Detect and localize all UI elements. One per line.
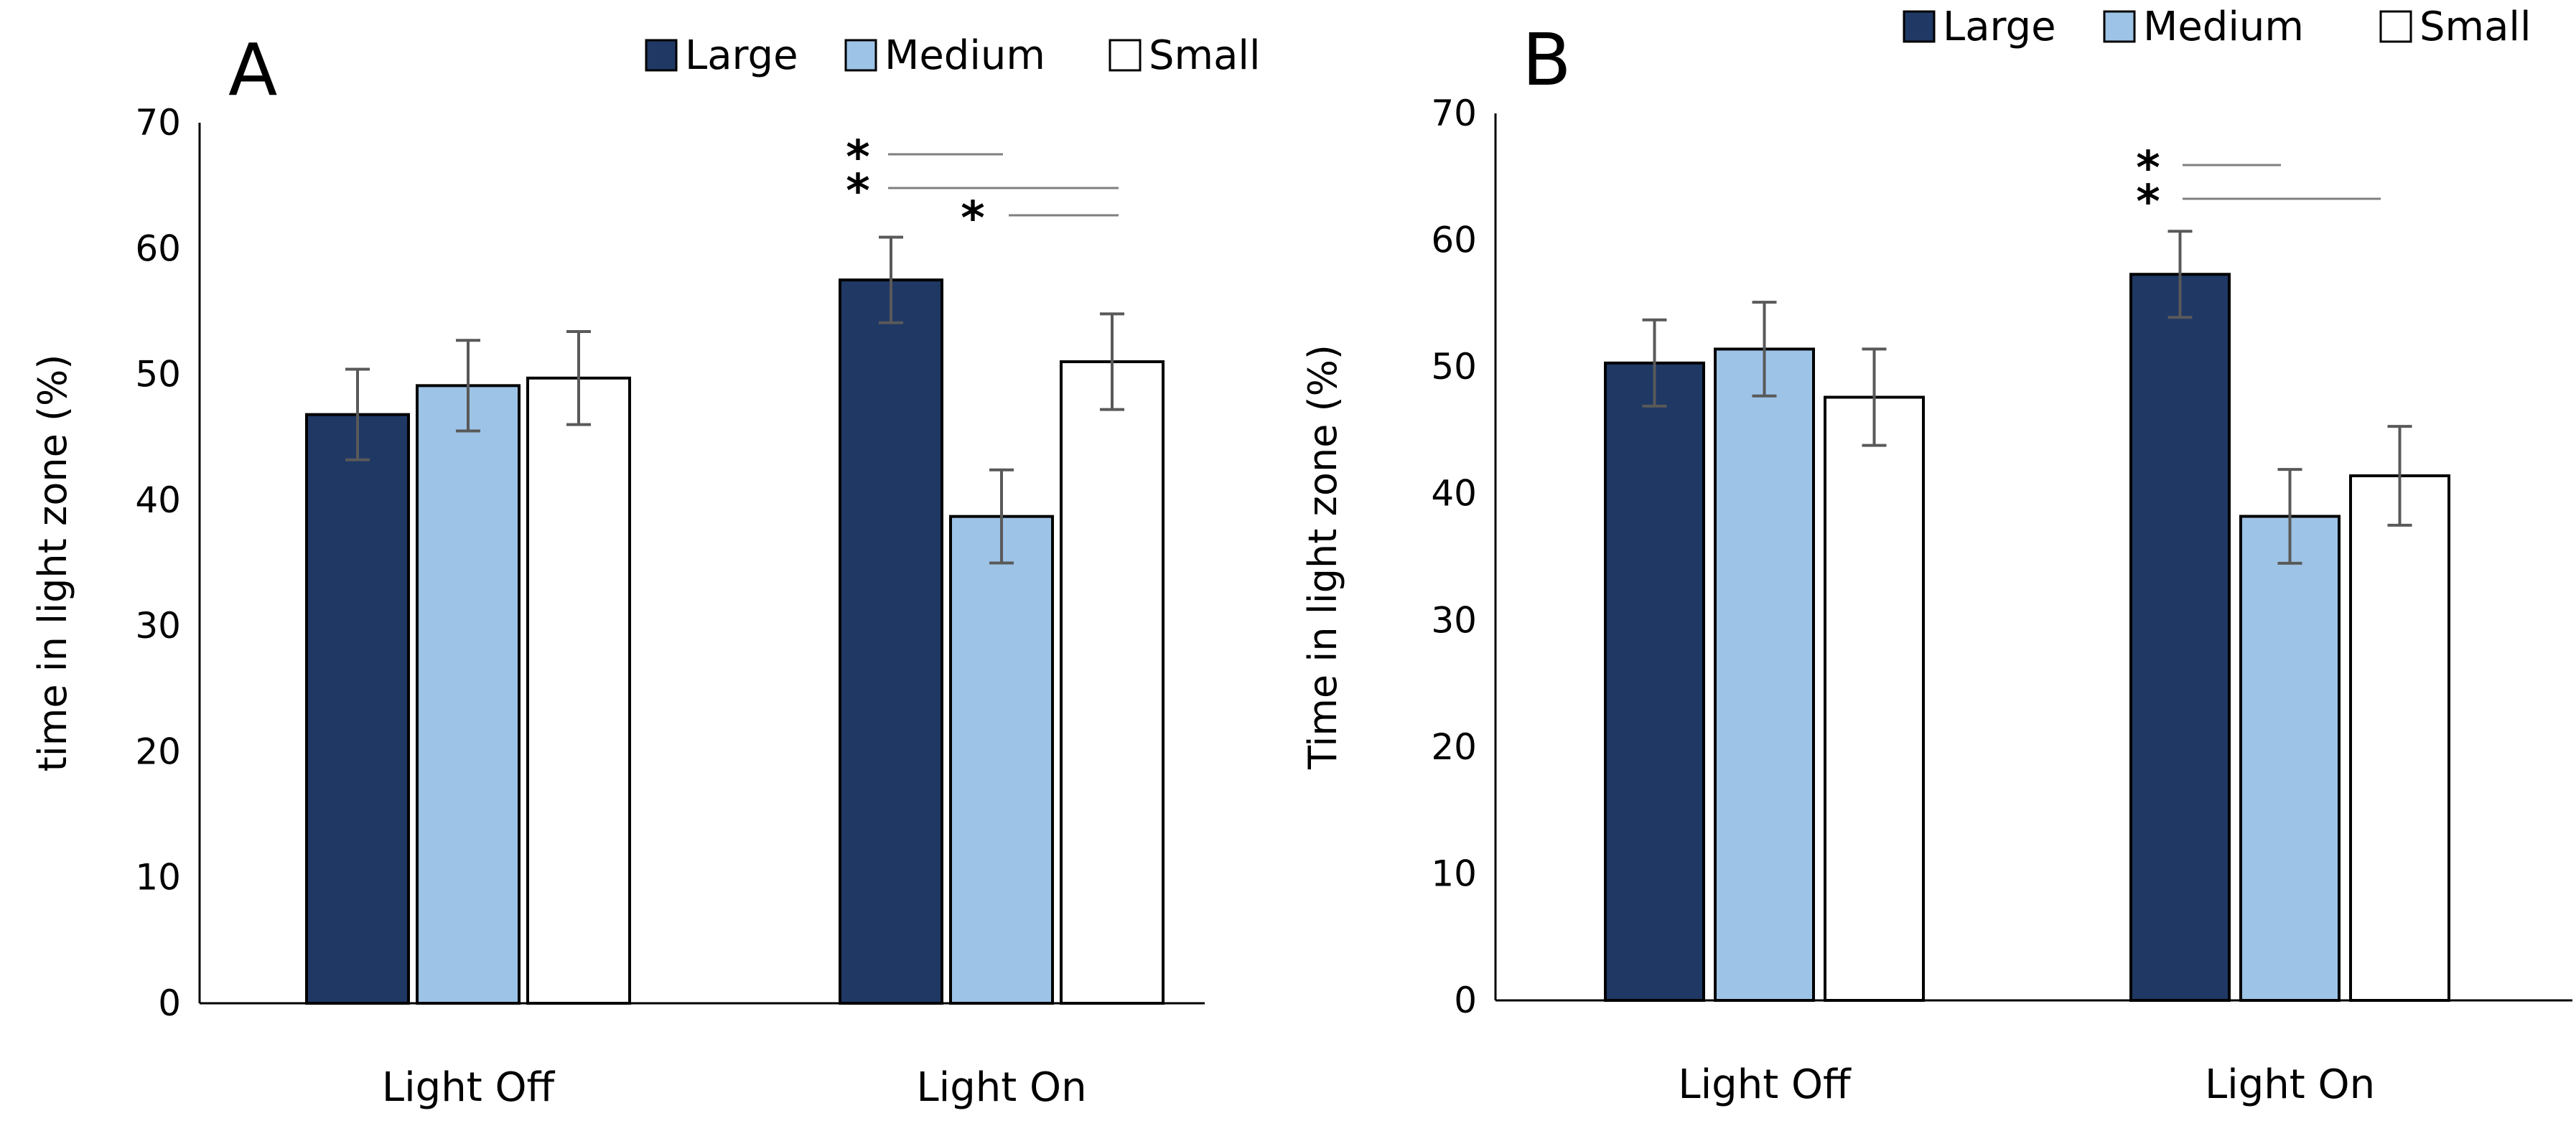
y-tick-label: 10 [135,857,181,898]
panel-b: B 0 10 20 30 40 50 60 70 Time in light zone (%) Li… [1300,4,2572,1108]
y-tick-label: 30 [1431,599,1477,641]
x-category-label: Light On [2205,1061,2375,1108]
y-tick-label: 20 [135,731,181,772]
bar-medium [2239,515,2341,1002]
y-axis-label: time in light zone (%) [30,355,75,772]
legend-swatch-small [1109,39,1142,72]
legend-swatch-medium [844,39,877,72]
bar-large [839,278,943,1005]
y-tick-label: 50 [1431,346,1477,388]
y-tick-label: 70 [1431,93,1477,134]
legend-label-large: Large [1943,4,2056,50]
y-tick-label: 40 [135,479,181,521]
y-tick-label: 0 [158,982,181,1024]
y-tick-label: 40 [1431,473,1477,515]
bar-small [2349,474,2450,1002]
bar-small [526,376,631,1005]
y-tick-label: 60 [135,227,181,269]
significance-star: * [846,165,869,218]
y-tick-label: 0 [1454,980,1477,1021]
significance-star: * [2136,176,2160,229]
x-category-label: Light Off [1678,1061,1852,1108]
legend-label-small: Small [1149,32,1261,79]
bar-large [1604,361,1705,1002]
significance-star: * [961,192,984,245]
legend-swatch-medium [2103,10,2136,43]
y-tick-label: 50 [135,354,181,395]
legend-swatch-large [645,39,678,72]
legend-label-medium: Medium [885,32,1045,79]
legend-swatch-large [1903,10,1936,43]
y-axis-label: Time in light zone (%) [1300,344,1345,770]
legend-label-large: Large [685,32,798,79]
x-category-label: Light Off [382,1064,556,1111]
legend-label-small: Small [2419,4,2531,50]
y-tick-label: 70 [135,102,181,144]
legend-swatch-small [2379,10,2412,43]
bar-small [1060,360,1165,1005]
significance-star: * [846,131,869,184]
y-tick-label: 60 [1431,220,1477,261]
panel-letter: A [228,28,277,112]
bar-large [305,413,410,1005]
panel-a: A 0 10 20 30 40 50 60 70 time in light zone (%) Li… [30,28,1261,1111]
significance-star: * [2136,142,2160,195]
x-category-label: Light On [916,1064,1086,1111]
bar-medium [1714,347,1815,1002]
y-tick-label: 10 [1431,853,1477,894]
panel-letter: B [1522,18,1572,102]
bar-small [1824,395,1925,1002]
y-tick-label: 30 [135,605,181,647]
y-tick-label: 20 [1431,726,1477,768]
legend-label-medium: Medium [2143,4,2304,50]
bar-medium [416,384,521,1005]
bar-large [2129,273,2231,1002]
bar-medium [949,515,1054,1005]
